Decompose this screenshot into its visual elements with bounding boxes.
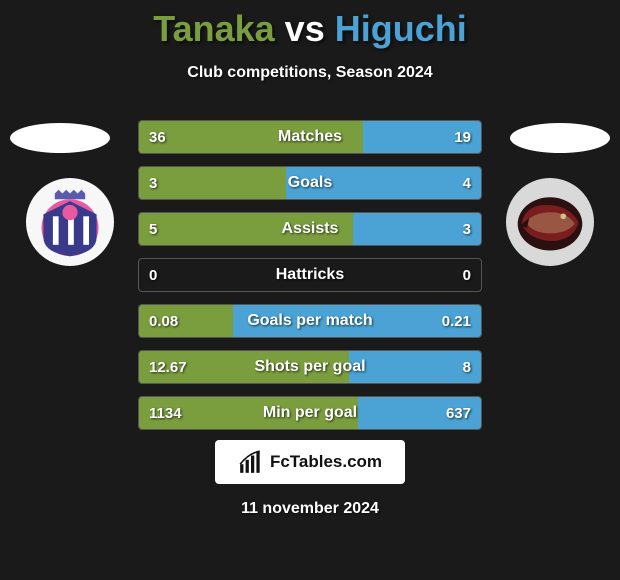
stat-row: 12.67Shots per goal8 <box>138 350 482 384</box>
player2-name: Higuchi <box>335 8 467 49</box>
club-crest-icon <box>512 184 588 260</box>
stat-row: 0.08Goals per match0.21 <box>138 304 482 338</box>
player2-club-badge <box>506 178 594 266</box>
stat-value-right: 4 <box>463 175 471 192</box>
stat-row: 5Assists3 <box>138 212 482 246</box>
stat-value-right: 0 <box>463 267 471 284</box>
stat-label: Min per goal <box>139 404 481 422</box>
stat-label: Shots per goal <box>139 358 481 376</box>
player2-avatar <box>510 123 610 153</box>
vs-text: vs <box>285 8 325 49</box>
stat-row: 0Hattricks0 <box>138 258 482 292</box>
player1-name: Tanaka <box>153 8 274 49</box>
player1-club-badge <box>26 178 114 266</box>
date-text: 11 november 2024 <box>0 500 620 518</box>
stat-label: Goals per match <box>139 312 481 330</box>
brand-text: FcTables.com <box>270 452 382 472</box>
stat-row: 3Goals4 <box>138 166 482 200</box>
stat-value-right: 8 <box>463 359 471 376</box>
stat-row: 1134Min per goal637 <box>138 396 482 430</box>
club-crest-icon <box>32 184 108 260</box>
subtitle: Club competitions, Season 2024 <box>0 64 620 82</box>
comparison-title: Tanaka vs Higuchi <box>0 0 620 50</box>
chart-bars-icon <box>238 449 264 475</box>
stat-label: Matches <box>139 128 481 146</box>
stat-row: 36Matches19 <box>138 120 482 154</box>
player1-avatar <box>10 123 110 153</box>
stat-value-right: 0.21 <box>442 313 471 330</box>
stat-value-right: 637 <box>446 405 471 422</box>
stat-value-right: 3 <box>463 221 471 238</box>
stats-panel: 36Matches193Goals45Assists30Hattricks00.… <box>138 120 482 442</box>
stat-label: Hattricks <box>139 266 481 284</box>
stat-label: Goals <box>139 174 481 192</box>
brand-badge: FcTables.com <box>215 440 405 484</box>
stat-label: Assists <box>139 220 481 238</box>
stat-value-right: 19 <box>454 129 471 146</box>
